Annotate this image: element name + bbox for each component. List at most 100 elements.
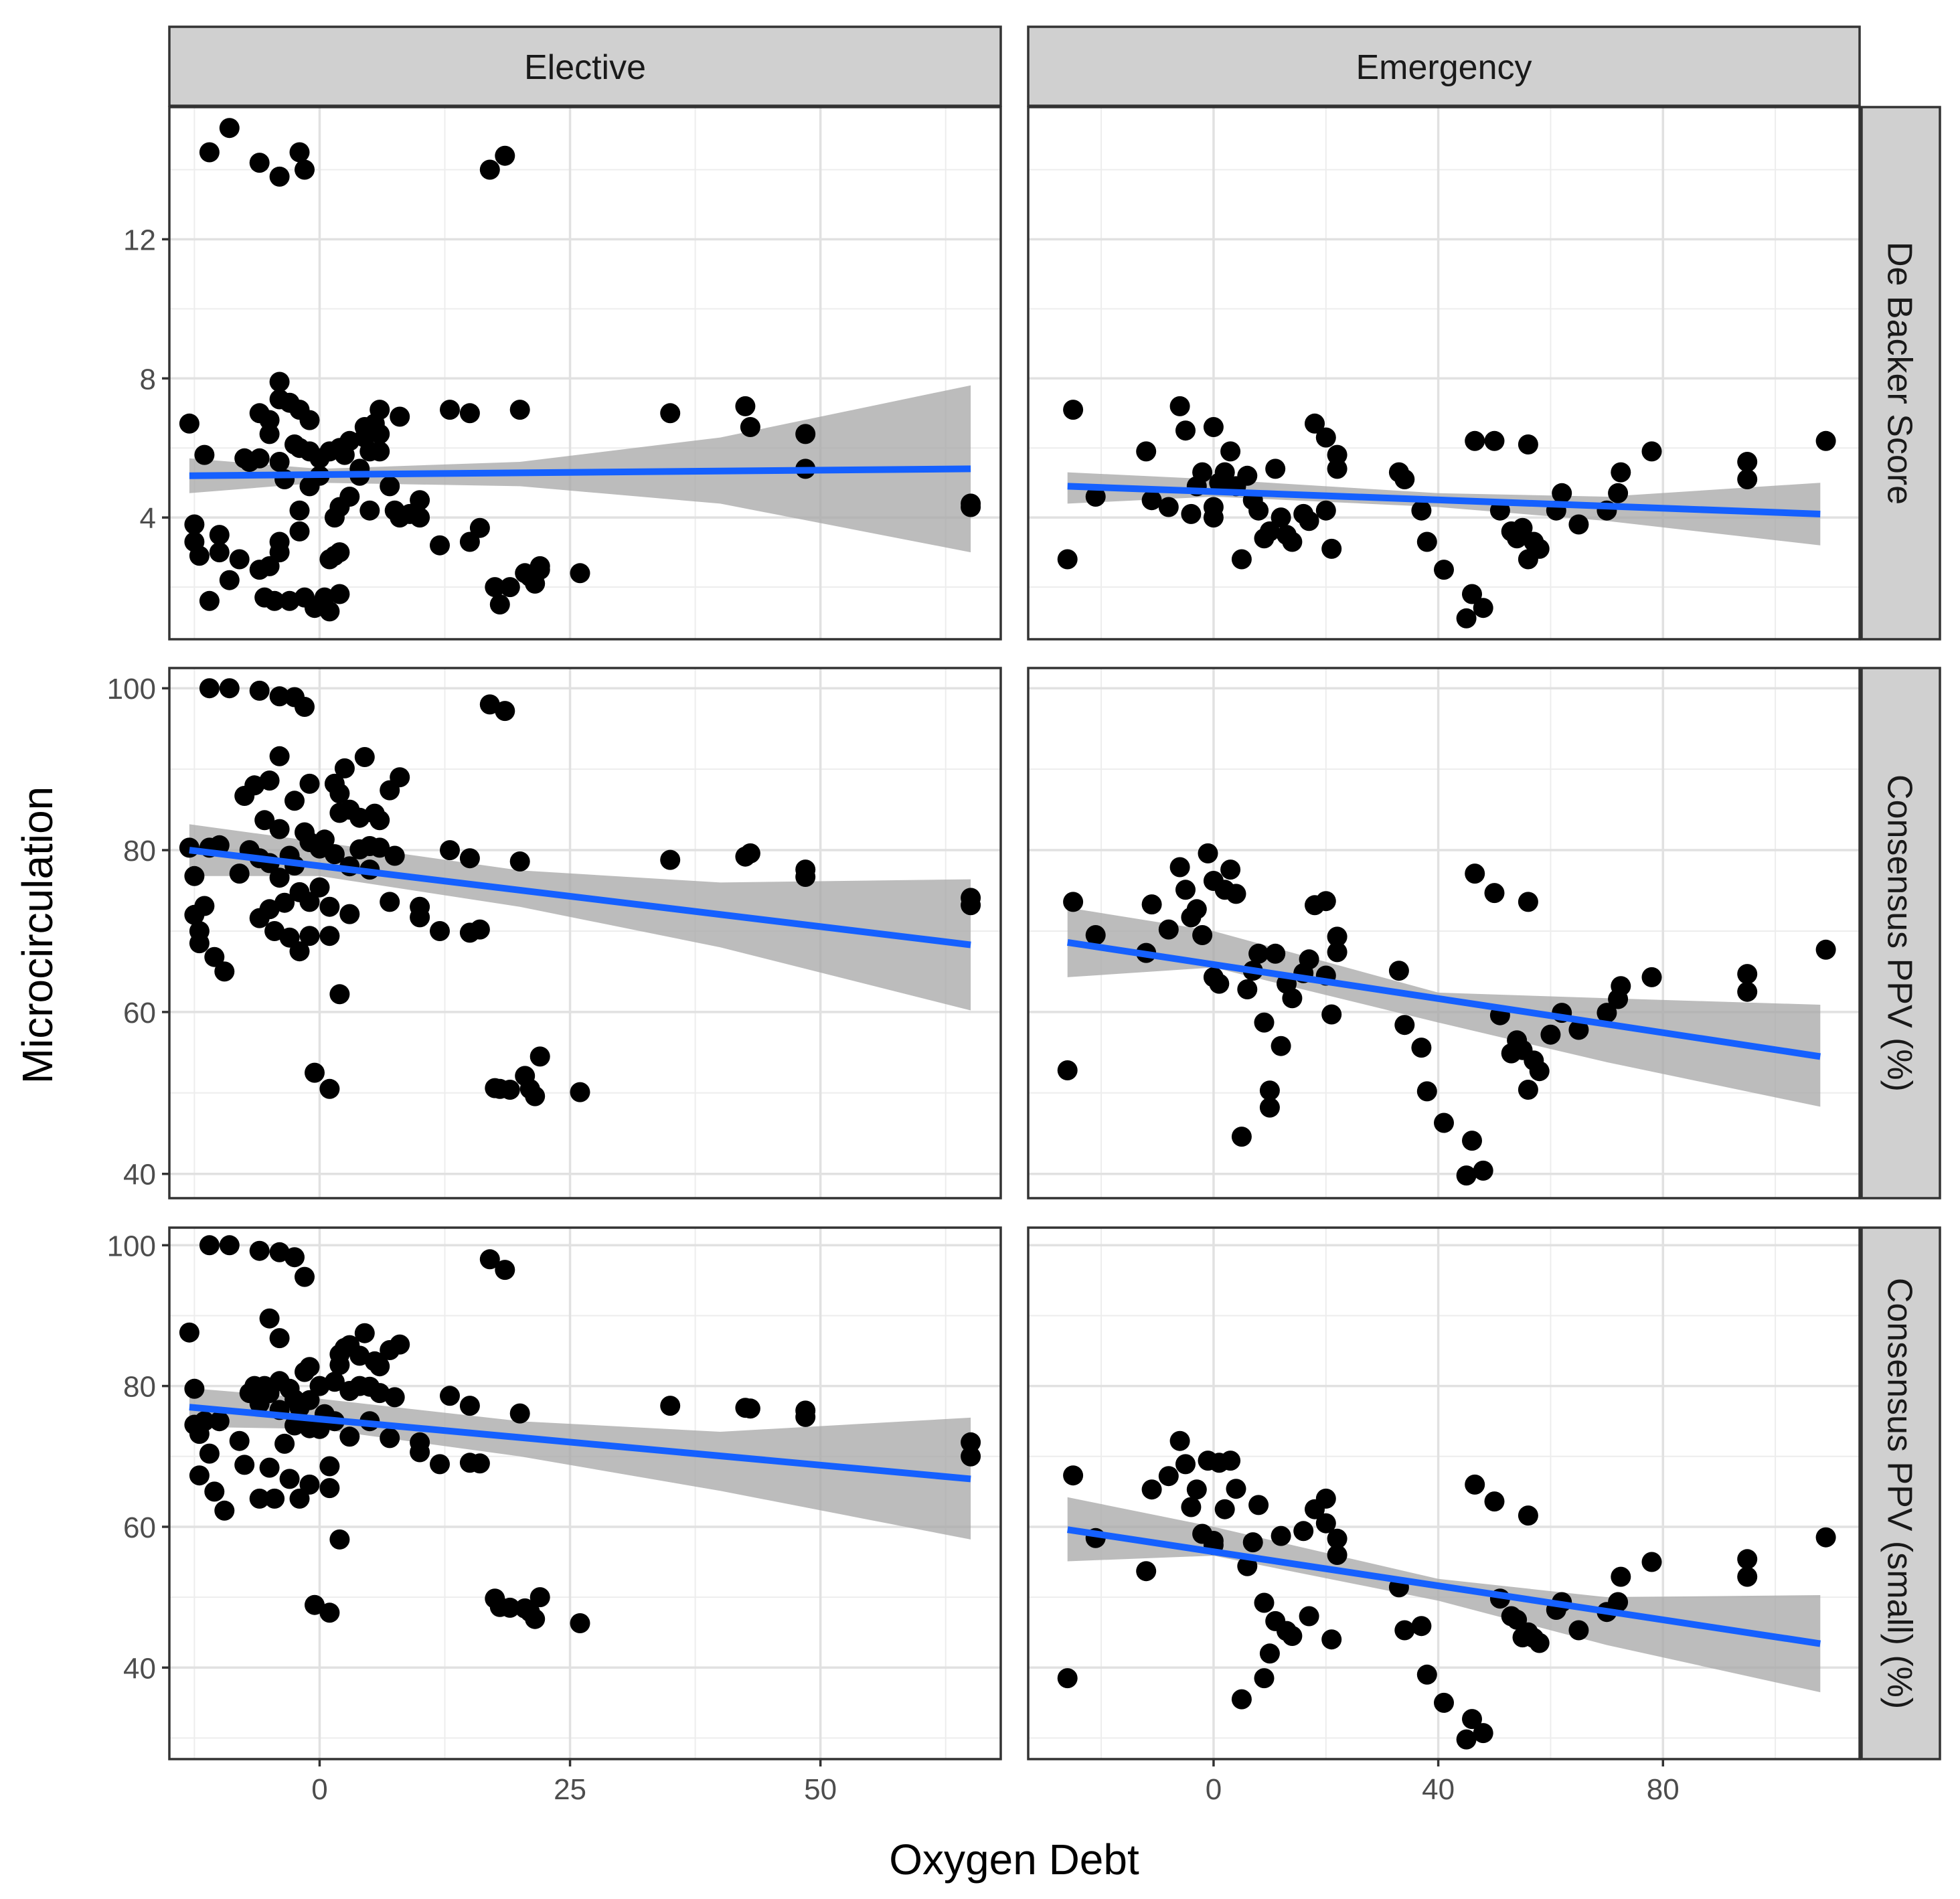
data-point bbox=[440, 840, 460, 861]
data-point bbox=[234, 1455, 255, 1475]
regression-line bbox=[189, 1404, 971, 1483]
data-point bbox=[1057, 549, 1078, 570]
data-point bbox=[1237, 465, 1258, 486]
data-point bbox=[1327, 459, 1348, 479]
data-point bbox=[1518, 892, 1538, 912]
data-point bbox=[1641, 441, 1662, 462]
data-point bbox=[1815, 939, 1836, 960]
data-point bbox=[269, 819, 290, 839]
data-point bbox=[1271, 507, 1291, 528]
data-point bbox=[319, 1478, 340, 1499]
panel-border bbox=[1027, 106, 1861, 641]
data-point bbox=[740, 1398, 760, 1419]
data-point bbox=[370, 424, 390, 444]
data-point bbox=[1057, 1060, 1078, 1080]
data-point bbox=[1473, 1723, 1493, 1744]
data-point bbox=[299, 773, 320, 794]
data-point bbox=[1315, 427, 1336, 448]
data-point bbox=[189, 546, 210, 566]
data-point bbox=[1484, 883, 1505, 904]
strip-side bbox=[1860, 106, 1941, 641]
data-point bbox=[1141, 1479, 1162, 1500]
data-point bbox=[509, 851, 530, 872]
y-tick-label: 12 bbox=[123, 224, 156, 256]
data-point bbox=[1231, 1127, 1252, 1147]
data-point bbox=[1518, 1080, 1538, 1100]
data-point bbox=[319, 1078, 340, 1099]
data-point bbox=[410, 907, 430, 928]
data-point bbox=[495, 701, 515, 722]
data-point bbox=[1141, 490, 1162, 511]
data-point bbox=[179, 1322, 199, 1343]
data-point bbox=[1462, 1709, 1482, 1730]
strip-label-column: Emergency bbox=[1356, 48, 1532, 87]
panel-border bbox=[168, 1226, 1002, 1760]
data-point bbox=[329, 783, 350, 804]
data-point bbox=[525, 1608, 546, 1629]
data-point bbox=[390, 767, 410, 788]
data-point bbox=[384, 1387, 405, 1408]
data-point bbox=[1484, 430, 1505, 451]
y-tick-label: 40 bbox=[123, 1159, 156, 1191]
data-point bbox=[1057, 1668, 1078, 1689]
data-point bbox=[1737, 1566, 1758, 1587]
data-point bbox=[1473, 1160, 1493, 1181]
data-point bbox=[495, 145, 515, 166]
data-point bbox=[410, 490, 430, 511]
data-point bbox=[1411, 500, 1432, 521]
data-point bbox=[1181, 503, 1202, 524]
data-point bbox=[1456, 608, 1477, 629]
data-point bbox=[264, 1488, 285, 1509]
strip-label-row: Consensus PPV (small) (%) bbox=[1880, 1278, 1919, 1709]
data-point bbox=[1203, 507, 1224, 528]
data-point bbox=[249, 1488, 270, 1509]
data-point bbox=[1305, 413, 1325, 434]
data-point bbox=[229, 863, 250, 884]
data-point bbox=[299, 410, 320, 430]
data-point bbox=[1315, 1513, 1336, 1534]
panel-border bbox=[1027, 667, 1861, 1200]
data-point bbox=[269, 746, 290, 766]
data-point bbox=[735, 396, 756, 416]
data-point bbox=[269, 1328, 290, 1349]
data-point bbox=[329, 984, 350, 1005]
data-point bbox=[295, 1266, 315, 1287]
data-point bbox=[1169, 857, 1190, 878]
data-point bbox=[339, 430, 360, 451]
data-point bbox=[1063, 1465, 1084, 1486]
data-point bbox=[1136, 441, 1157, 462]
data-point bbox=[1529, 538, 1550, 559]
data-point bbox=[469, 517, 490, 538]
data-point bbox=[1299, 949, 1319, 970]
data-point bbox=[1265, 459, 1286, 479]
data-point bbox=[1315, 891, 1336, 912]
data-point bbox=[1209, 973, 1230, 994]
data-point bbox=[1568, 1019, 1589, 1040]
data-point bbox=[259, 1308, 280, 1329]
strip-side bbox=[1860, 667, 1941, 1200]
data-point bbox=[1327, 1528, 1348, 1549]
data-point bbox=[1220, 441, 1241, 462]
data-point bbox=[1315, 1488, 1336, 1509]
data-point bbox=[1186, 1479, 1207, 1500]
data-point bbox=[1254, 1012, 1275, 1033]
data-point bbox=[1158, 919, 1179, 940]
data-point bbox=[390, 406, 410, 427]
data-point bbox=[1259, 521, 1280, 542]
y-tick-label: 60 bbox=[123, 997, 156, 1029]
data-point bbox=[214, 961, 235, 982]
data-point bbox=[319, 1456, 340, 1477]
data-point bbox=[274, 892, 295, 913]
data-point bbox=[1411, 1616, 1432, 1637]
data-point bbox=[384, 845, 405, 866]
data-point bbox=[259, 770, 280, 791]
x-tick-label: 50 bbox=[804, 1773, 837, 1806]
data-point bbox=[1611, 976, 1631, 997]
panel-border bbox=[168, 667, 1002, 1200]
data-point bbox=[1388, 961, 1409, 981]
data-point bbox=[324, 844, 345, 865]
data-point bbox=[259, 556, 280, 576]
regression-line bbox=[1066, 1526, 1821, 1647]
data-point bbox=[184, 514, 205, 535]
data-point bbox=[740, 417, 760, 437]
